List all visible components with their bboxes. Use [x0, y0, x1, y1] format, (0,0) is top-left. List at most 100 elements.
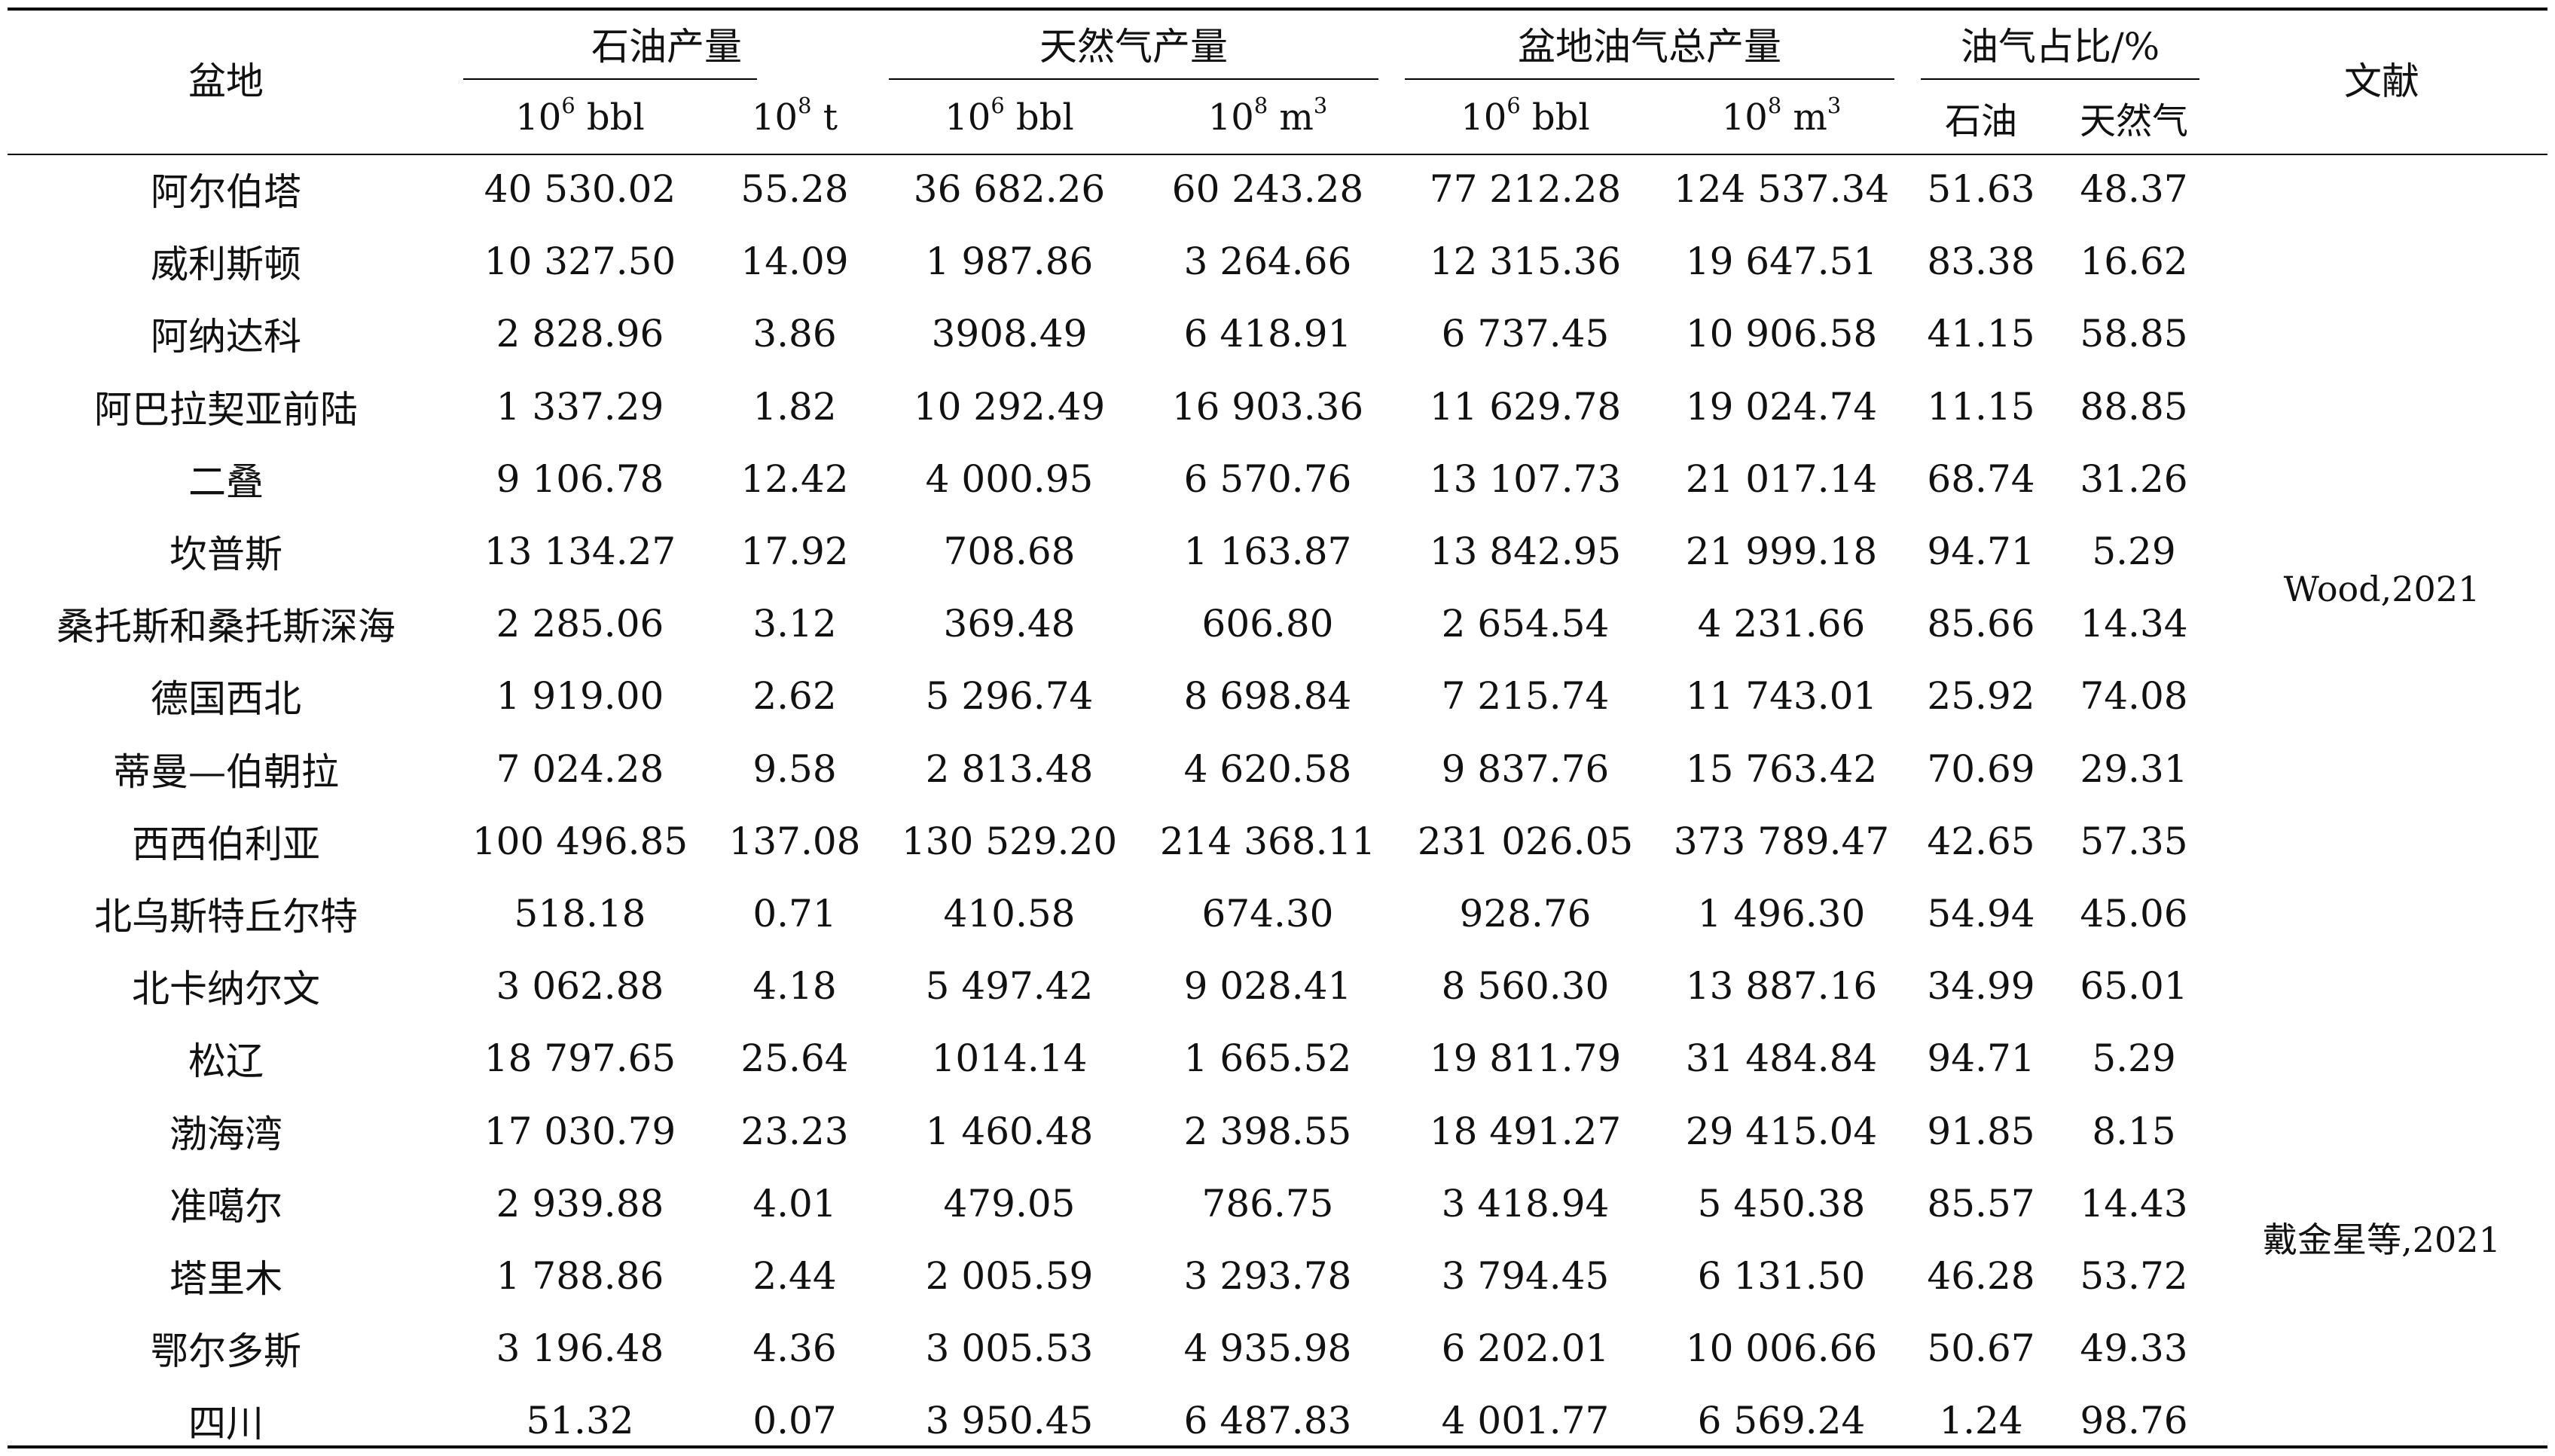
cell-gas-bbl: 1 987.86	[925, 240, 1094, 284]
cell-oil-bbl: 3 062.88	[496, 964, 664, 1009]
cell-ratio-oil: 94.71	[1927, 1036, 2035, 1081]
cell-oil-t: 12.42	[740, 456, 849, 501]
cell-gas-bbl: 130 529.20	[901, 819, 1118, 863]
cell-total-m3: 10 006.66	[1685, 1326, 1878, 1371]
cell-basin-name: 鄂尔多斯	[151, 1329, 301, 1374]
cell-oil-t: 0.71	[752, 892, 837, 936]
cell-total-bbl: 4 001.77	[1441, 1399, 1610, 1443]
cell-oil-t: 17.92	[740, 530, 849, 573]
cell-oil-t: 23.23	[740, 1109, 849, 1153]
cell-total-m3: 1 496.30	[1697, 892, 1866, 936]
header-basin: 盆地	[188, 60, 264, 103]
cell-ratio-oil: 1.24	[1939, 1399, 2023, 1443]
cell-basin-name: 北乌斯特丘尔特	[94, 895, 358, 939]
cell-ratio-gas: 14.43	[2080, 1181, 2188, 1226]
cell-total-m3: 19 647.51	[1685, 240, 1878, 284]
cell-oil-bbl: 51.32	[526, 1399, 634, 1443]
cell-ratio-oil: 41.15	[1927, 312, 2035, 356]
cell-oil-t: 0.07	[752, 1399, 837, 1443]
cell-oil-t: 2.44	[752, 1254, 837, 1298]
cell-total-bbl: 2 654.54	[1441, 602, 1610, 646]
cell-oil-t: 137.08	[728, 819, 861, 863]
cell-gas-bbl: 4 000.95	[925, 456, 1094, 501]
cell-oil-bbl: 3 196.48	[496, 1326, 664, 1371]
cell-basin-name: 四川	[188, 1402, 264, 1446]
cell-ratio-oil: 85.57	[1927, 1181, 2035, 1226]
cell-gas-bbl: 479.05	[943, 1181, 1076, 1226]
header-gas-production: 天然气产量	[1039, 25, 1228, 69]
cell-basin-name: 准噶尔	[169, 1184, 282, 1229]
cell-oil-bbl: 1 337.29	[496, 384, 664, 429]
cell-basin-name: 阿巴拉契亚前陆	[94, 387, 358, 432]
cell-ratio-gas: 48.37	[2080, 167, 2188, 211]
cell-total-m3: 15 763.42	[1685, 746, 1878, 791]
cell-total-bbl: 12 315.36	[1429, 240, 1622, 284]
cell-ratio-gas: 45.06	[2080, 892, 2188, 936]
cell-gas-bbl: 3 005.53	[925, 1326, 1094, 1371]
cell-oil-bbl: 10 327.50	[484, 240, 676, 284]
cell-ratio-gas: 58.85	[2080, 312, 2188, 356]
cell-ratio-oil: 91.85	[1927, 1109, 2035, 1153]
cell-oil-t: 25.64	[740, 1036, 849, 1081]
cell-oil-bbl: 100 496.85	[472, 819, 688, 863]
unit-ratio-oil: 石油	[1944, 100, 2018, 142]
cell-basin-name: 二叠	[188, 459, 264, 504]
cell-gas-m3: 3 264.66	[1183, 240, 1352, 284]
reference-dai: 戴金星等,2021	[2263, 1219, 2501, 1260]
cell-oil-t: 1.82	[752, 384, 837, 429]
cell-ratio-oil: 50.67	[1927, 1326, 2035, 1371]
unit-total-m3: 108 m3	[1721, 93, 1842, 139]
cell-basin-name: 北卡纳尔文	[132, 967, 320, 1012]
cell-total-bbl: 6 202.01	[1441, 1326, 1610, 1371]
cell-gas-bbl: 1 460.48	[925, 1109, 1094, 1153]
cell-basin-name: 坎普斯	[169, 533, 282, 576]
cell-oil-t: 4.01	[752, 1181, 837, 1226]
cell-ratio-gas: 65.01	[2080, 964, 2188, 1009]
unit-total-bbl: 106 bbl	[1461, 93, 1590, 139]
cell-total-bbl: 13 842.95	[1429, 530, 1622, 573]
cell-gas-bbl: 3908.49	[931, 312, 1088, 356]
cell-basin-name: 渤海湾	[169, 1112, 282, 1156]
cell-oil-bbl: 17 030.79	[484, 1109, 676, 1153]
cell-gas-m3: 4 935.98	[1183, 1326, 1352, 1371]
cell-gas-m3: 1 163.87	[1183, 530, 1352, 573]
cell-total-m3: 6 569.24	[1697, 1399, 1866, 1443]
cell-total-bbl: 19 811.79	[1429, 1036, 1622, 1081]
cell-total-bbl: 6 737.45	[1441, 312, 1610, 356]
cell-oil-t: 3.12	[752, 602, 837, 646]
cell-ratio-gas: 31.26	[2080, 456, 2188, 501]
cell-ratio-gas: 5.29	[2092, 530, 2176, 573]
header-total-production: 盆地油气总产量	[1518, 25, 1781, 69]
cell-total-m3: 6 131.50	[1697, 1254, 1866, 1298]
cell-ratio-gas: 53.72	[2080, 1254, 2188, 1298]
cell-total-m3: 19 024.74	[1685, 384, 1878, 429]
cell-gas-m3: 16 903.36	[1171, 384, 1364, 429]
cell-gas-m3: 6 487.83	[1183, 1399, 1352, 1443]
cell-gas-bbl: 10 292.49	[913, 384, 1106, 429]
unit-gas-bbl: 106 bbl	[945, 93, 1074, 139]
cell-basin-name: 阿尔伯塔	[151, 170, 301, 214]
cell-oil-t: 2.62	[752, 674, 837, 719]
cell-ratio-oil: 46.28	[1927, 1254, 2035, 1298]
cell-gas-bbl: 2 005.59	[925, 1254, 1094, 1298]
top-rule	[8, 8, 2547, 11]
unit-ratio-gas: 天然气	[2079, 100, 2189, 142]
cell-ratio-oil: 83.38	[1927, 240, 2035, 284]
cell-basin-name: 阿纳达科	[151, 315, 301, 359]
cell-ratio-oil: 51.63	[1927, 167, 2035, 211]
cell-ratio-oil: 42.65	[1927, 819, 2035, 863]
cell-oil-bbl: 40 530.02	[484, 167, 676, 211]
cell-gas-m3: 8 698.84	[1183, 674, 1352, 719]
cell-oil-bbl: 7 024.28	[496, 746, 664, 791]
cell-gas-bbl: 708.68	[943, 530, 1076, 573]
cell-oil-bbl: 18 797.65	[484, 1036, 676, 1081]
cell-ratio-gas: 14.34	[2080, 602, 2188, 646]
cell-total-m3: 11 743.01	[1685, 674, 1878, 719]
cell-oil-t: 9.58	[752, 746, 837, 791]
ratio-group-rule	[1921, 78, 2199, 80]
cell-gas-bbl: 5 497.42	[925, 964, 1094, 1009]
cell-total-m3: 21 017.14	[1685, 456, 1878, 501]
cell-total-m3: 21 999.18	[1685, 530, 1878, 573]
oil-group-rule	[463, 78, 757, 80]
cell-total-m3: 10 906.58	[1685, 312, 1878, 356]
